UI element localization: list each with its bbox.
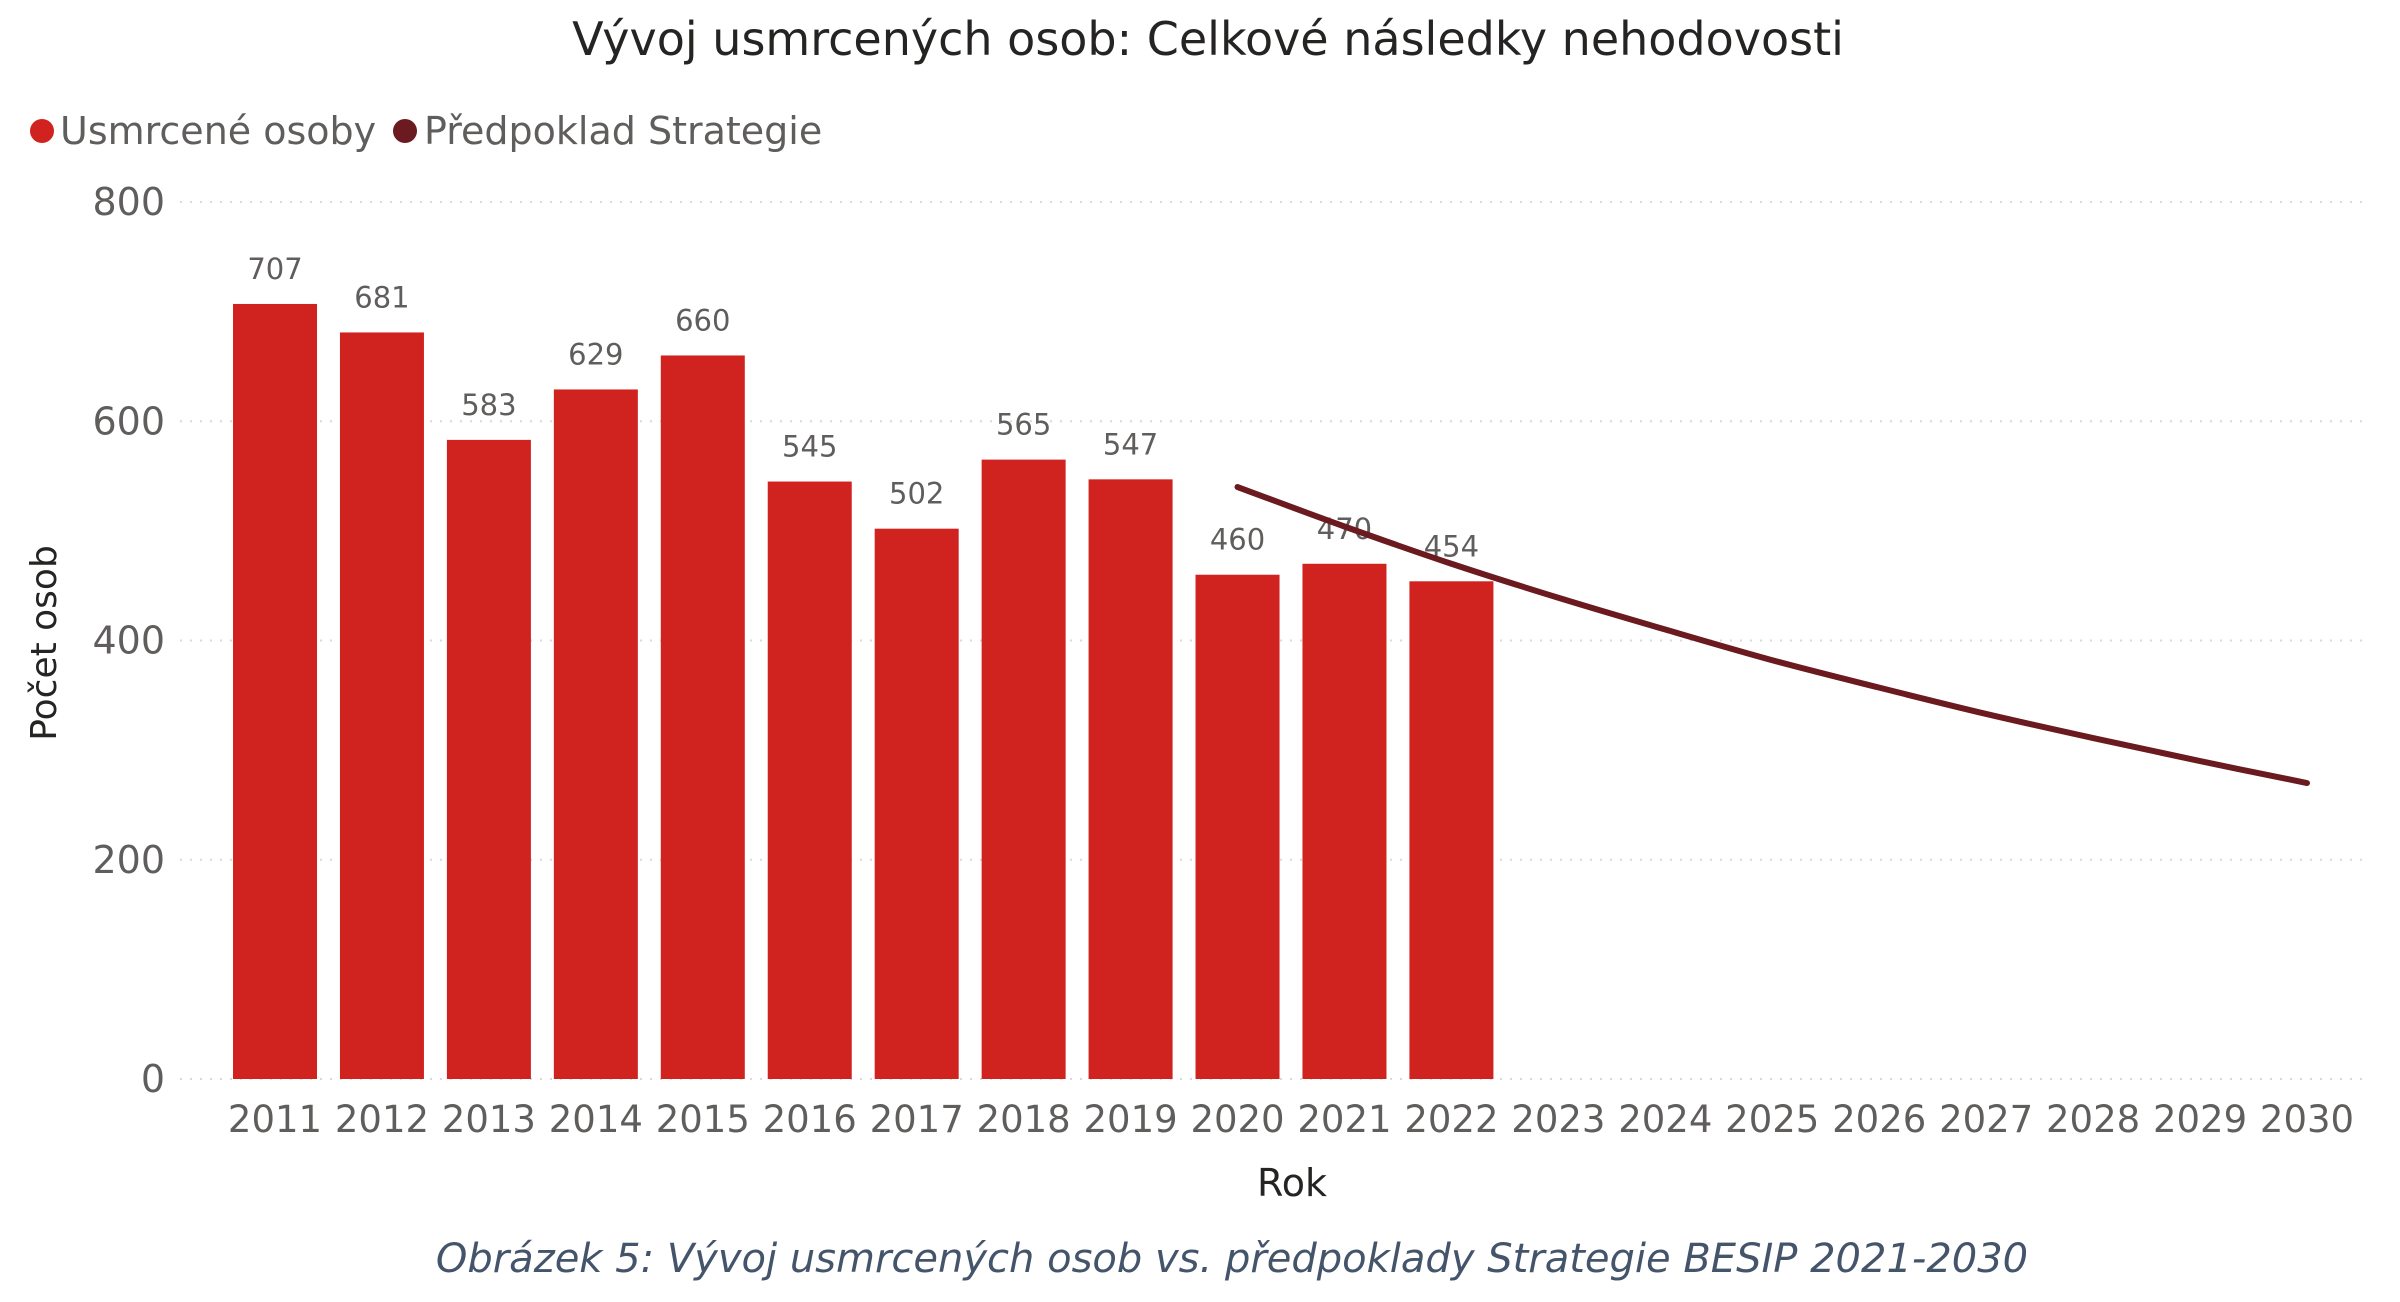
figure-caption: Obrázek 5: Vývoj usmrcených osob vs. pře… bbox=[436, 1236, 2028, 1282]
bar bbox=[1302, 563, 1387, 1079]
data-label: 629 bbox=[568, 337, 623, 371]
x-tick-label: 2030 bbox=[2260, 1098, 2354, 1141]
x-tick-label: 2029 bbox=[2153, 1098, 2247, 1141]
x-tick-label: 2015 bbox=[656, 1098, 750, 1141]
x-tick-label: 2012 bbox=[335, 1098, 429, 1141]
x-axis-label: Rok bbox=[1257, 1161, 1327, 1205]
forecast-line bbox=[1234, 484, 2310, 787]
bar bbox=[981, 459, 1066, 1079]
bar bbox=[553, 389, 638, 1079]
x-tick-label: 2024 bbox=[1618, 1098, 1712, 1141]
x-tick-label: 2028 bbox=[2046, 1098, 2140, 1141]
x-tick-label: 2022 bbox=[1404, 1098, 1498, 1141]
bar bbox=[1088, 479, 1173, 1079]
y-tick-label: 200 bbox=[92, 838, 165, 882]
bar bbox=[1195, 574, 1280, 1079]
x-tick-label: 2021 bbox=[1297, 1098, 1391, 1141]
x-tick-label: 2016 bbox=[763, 1098, 857, 1141]
bar bbox=[874, 528, 959, 1079]
y-tick-label: 600 bbox=[92, 399, 165, 443]
x-tick-label: 2020 bbox=[1190, 1098, 1284, 1141]
legend-marker-line bbox=[393, 119, 417, 143]
legend-marker-bars bbox=[30, 119, 54, 143]
bar bbox=[767, 481, 852, 1079]
data-label: 707 bbox=[247, 252, 302, 286]
data-label: 660 bbox=[675, 303, 730, 337]
y-axis-label: Počet osob bbox=[24, 545, 65, 741]
x-tick-label: 2018 bbox=[977, 1098, 1071, 1141]
data-label: 502 bbox=[889, 477, 944, 511]
x-tick-label: 2013 bbox=[442, 1098, 536, 1141]
x-tick-label: 2011 bbox=[228, 1098, 322, 1141]
data-label: 547 bbox=[1103, 427, 1158, 461]
chart-title: Vývoj usmrcených osob: Celkové následky … bbox=[572, 12, 1844, 66]
data-label: 565 bbox=[996, 408, 1051, 442]
data-label: 681 bbox=[354, 280, 409, 314]
data-label: 460 bbox=[1210, 523, 1265, 557]
y-tick-label: 400 bbox=[92, 619, 165, 663]
x-tick-label: 2019 bbox=[1083, 1098, 1177, 1141]
y-tick-label: 800 bbox=[92, 180, 165, 224]
bar bbox=[660, 355, 745, 1080]
data-label: 545 bbox=[782, 430, 837, 464]
x-tick-label: 2017 bbox=[870, 1098, 964, 1141]
bar bbox=[233, 303, 317, 1079]
x-tick-label: 2014 bbox=[549, 1098, 643, 1141]
y-tick-label: 0 bbox=[141, 1057, 165, 1101]
bar bbox=[1409, 581, 1494, 1079]
x-tick-label: 2026 bbox=[1832, 1098, 1926, 1141]
data-label: 583 bbox=[461, 388, 516, 422]
x-tick-label: 2025 bbox=[1725, 1098, 1819, 1141]
x-tick-label: 2027 bbox=[1939, 1098, 2033, 1141]
bar bbox=[339, 332, 424, 1079]
x-tick-label: 2023 bbox=[1511, 1098, 1605, 1141]
legend: Usmrcené osoby Předpoklad Strategie bbox=[30, 109, 822, 153]
legend-label-line: Předpoklad Strategie bbox=[424, 109, 822, 153]
bar bbox=[446, 439, 531, 1080]
legend-label-bars: Usmrcené osoby bbox=[60, 109, 376, 153]
